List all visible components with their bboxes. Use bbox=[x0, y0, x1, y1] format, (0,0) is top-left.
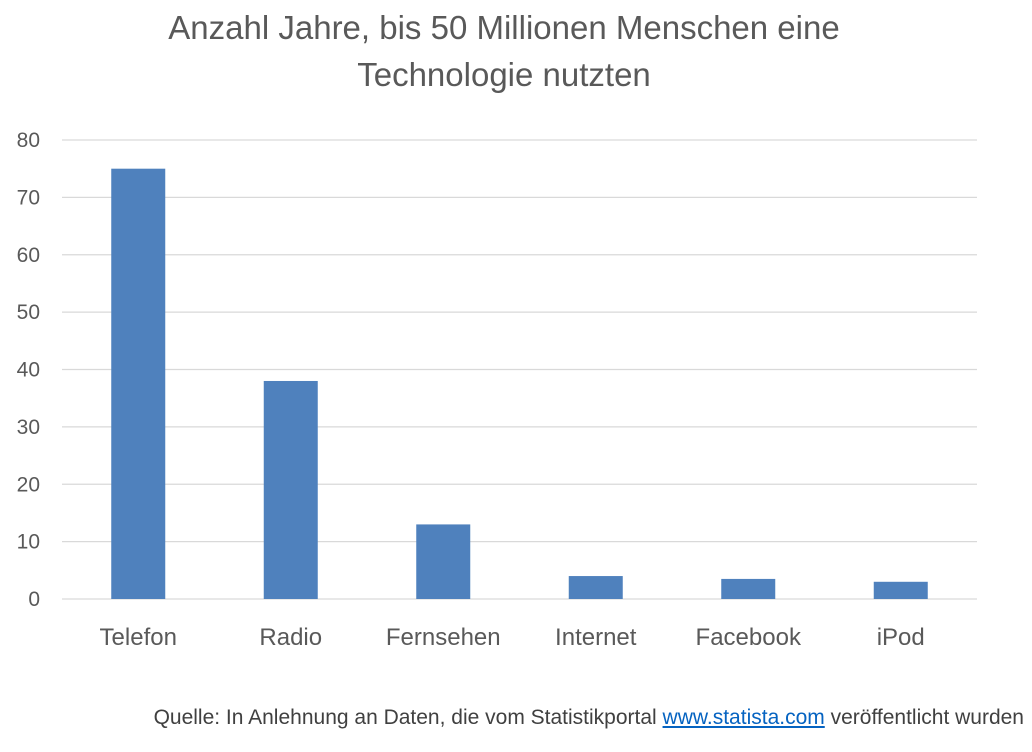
gridlines bbox=[62, 139, 977, 600]
statista-link[interactable]: www.statista.com bbox=[662, 706, 825, 729]
x-category-label-facebook: Facebook bbox=[696, 624, 802, 651]
x-axis-category-labels: Telefon Radio Fernsehen Internet Facebook iPo… bbox=[100, 624, 925, 651]
bar-ipod bbox=[873, 581, 928, 599]
source-suffix: veröffentlicht wurden bbox=[824, 706, 1024, 729]
source-prefix: Quelle: In Anlehnung an Daten, die vom S… bbox=[153, 706, 663, 729]
bars bbox=[111, 168, 928, 599]
bar-telefon bbox=[111, 168, 166, 599]
y-tick-label-40: 40 bbox=[17, 359, 40, 382]
x-category-label-internet: Internet bbox=[555, 624, 637, 651]
chart-title-line-2: Technologie nutzten bbox=[357, 56, 651, 93]
source-note: Quelle: In Anlehnung an Daten, die vom S… bbox=[0, 706, 1024, 730]
chart-title: Anzahl Jahre, bis 50 Millionen Menschen … bbox=[168, 9, 839, 93]
x-category-label-ipod: iPod bbox=[877, 624, 925, 651]
x-category-label-radio: Radio bbox=[259, 624, 322, 651]
x-category-label-telefon: Telefon bbox=[100, 624, 177, 651]
bar-facebook bbox=[721, 578, 776, 599]
y-tick-label-0: 0 bbox=[28, 588, 40, 611]
y-tick-label-30: 30 bbox=[17, 416, 40, 439]
bar-internet bbox=[568, 576, 623, 599]
y-tick-label-20: 20 bbox=[17, 473, 40, 496]
y-tick-label-70: 70 bbox=[17, 186, 40, 209]
bar-radio bbox=[263, 380, 318, 599]
bar-fernsehen bbox=[416, 524, 471, 599]
y-tick-label-50: 50 bbox=[17, 301, 40, 324]
x-category-label-fernsehen: Fernsehen bbox=[386, 624, 501, 651]
y-tick-label-60: 60 bbox=[17, 244, 40, 267]
y-tick-label-80: 80 bbox=[17, 129, 40, 152]
y-tick-label-10: 10 bbox=[17, 531, 40, 554]
chart-title-line-1: Anzahl Jahre, bis 50 Millionen Menschen … bbox=[168, 9, 839, 46]
y-axis-tick-labels: 0 10 20 30 40 50 60 70 80 bbox=[17, 129, 40, 611]
